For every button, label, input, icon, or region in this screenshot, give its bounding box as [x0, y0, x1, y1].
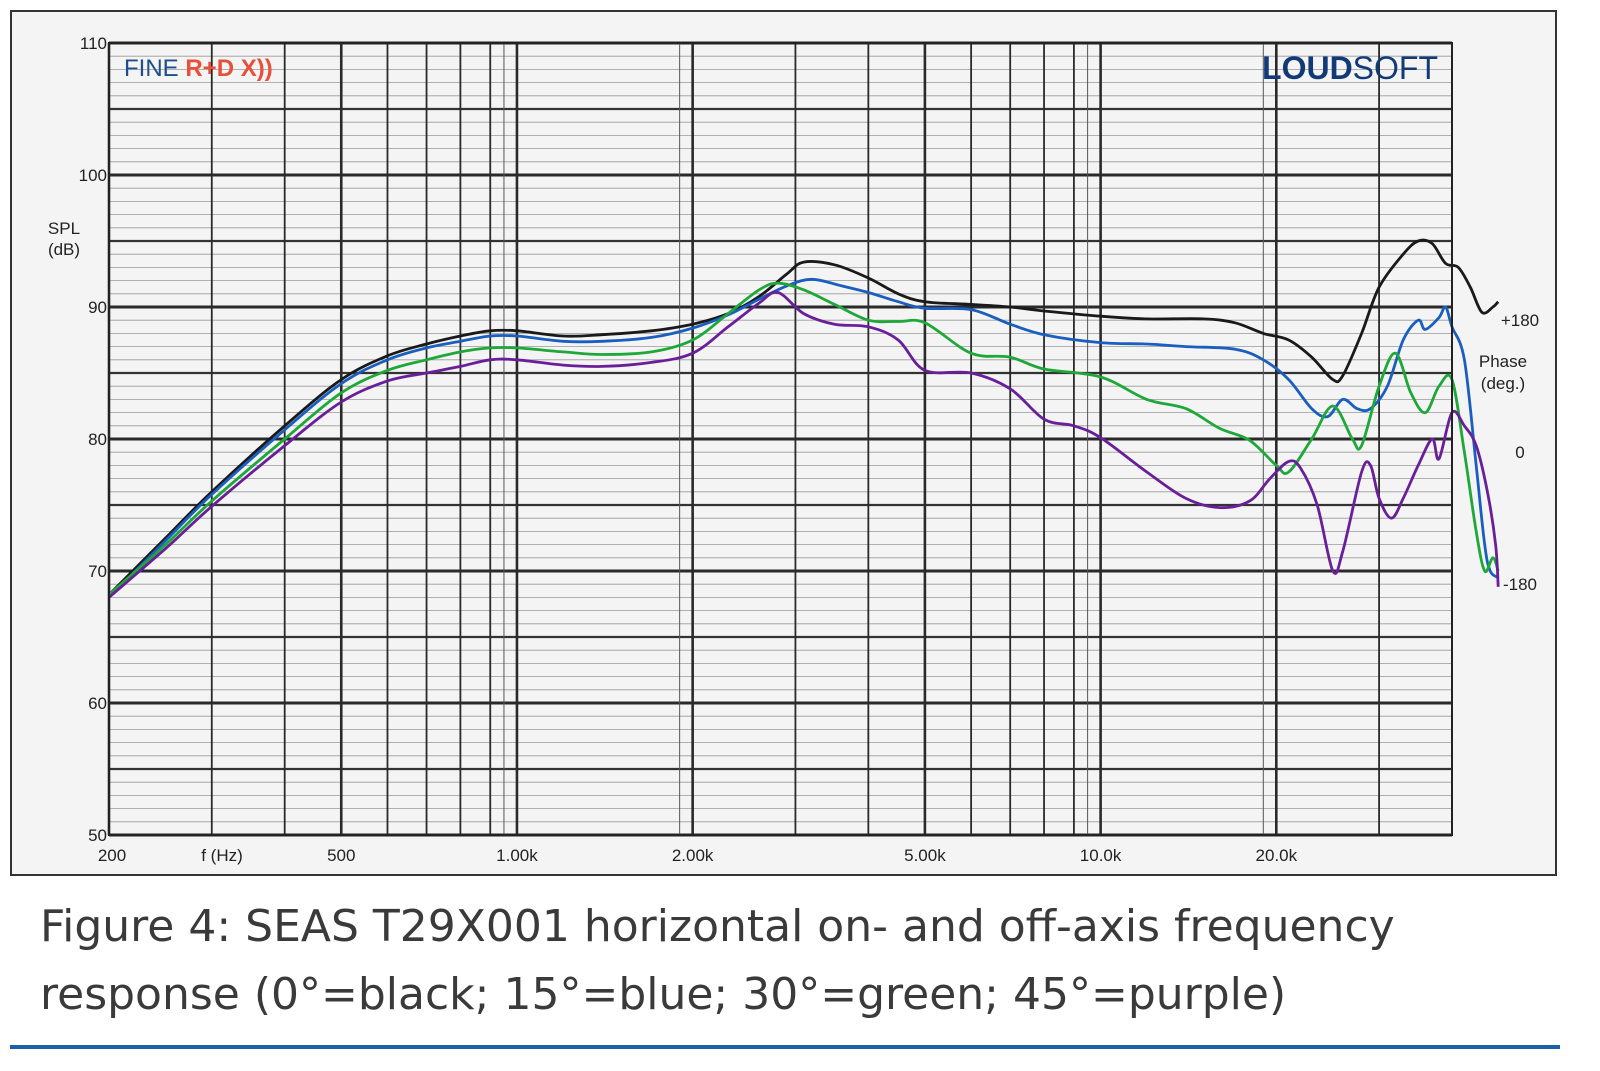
caption-divider — [10, 1045, 1560, 1049]
y-tick-label: 70 — [88, 562, 107, 581]
x-tick-label: 2.00k — [672, 846, 714, 865]
x-tick-label: 500 — [327, 846, 355, 865]
y-tick-label: 100 — [79, 166, 107, 185]
y-tick-label: 50 — [88, 826, 107, 845]
x-tick-label: 200 — [98, 846, 126, 865]
caption-line-1: Figure 4: SEAS T29X001 horizontal on- an… — [40, 901, 1395, 952]
tick-labels: 50 60 70 80 90 100 110 200 500 1.00k 2.00k 5.00k 10.… — [48, 34, 1539, 865]
loudsoft-logo: LOUDSOFT — [1262, 50, 1438, 86]
series-group — [108, 238, 1500, 599]
series-line-2 — [108, 281, 1500, 596]
y-tick-label: 80 — [88, 430, 107, 449]
series-line-0 — [108, 238, 1500, 596]
grid — [107, 41, 1453, 837]
y-tick-label: 110 — [80, 34, 107, 53]
fine-rdx-logo: FINE R+D X)) — [124, 55, 273, 82]
y-tick-label: 60 — [88, 694, 107, 713]
phase-tick-label: 0 — [1515, 443, 1524, 462]
plot-border — [108, 42, 1453, 836]
y-axis-label: SPL (dB) — [48, 219, 80, 259]
figure-caption: Figure 4: SEAS T29X001 horizontal on- an… — [40, 893, 1560, 1029]
x-tick-label: 20.0k — [1256, 846, 1298, 865]
frequency-response-chart: 50 60 70 80 90 100 110 200 500 1.00k 2.00k 5.00k 10.… — [48, 34, 1539, 865]
x-axis-label: f (Hz) — [201, 846, 243, 865]
x-tick-label: 10.0k — [1080, 846, 1122, 865]
y-tick-label: 90 — [88, 298, 107, 317]
caption-line-2: response (0°=black; 15°=blue; 30°=green;… — [40, 969, 1287, 1020]
x-tick-label: 5.00k — [904, 846, 946, 865]
series-line-1 — [108, 277, 1500, 599]
phase-axis-label: Phase (deg.) — [1479, 352, 1527, 393]
x-tick-label: 1.00k — [496, 846, 538, 865]
chart-frame: 50 60 70 80 90 100 110 200 500 1.00k 2.00k 5.00k 10.… — [10, 10, 1557, 876]
phase-tick-label: -180 — [1503, 575, 1537, 594]
phase-tick-label: +180 — [1501, 311, 1539, 330]
series-line-3 — [108, 290, 1500, 599]
